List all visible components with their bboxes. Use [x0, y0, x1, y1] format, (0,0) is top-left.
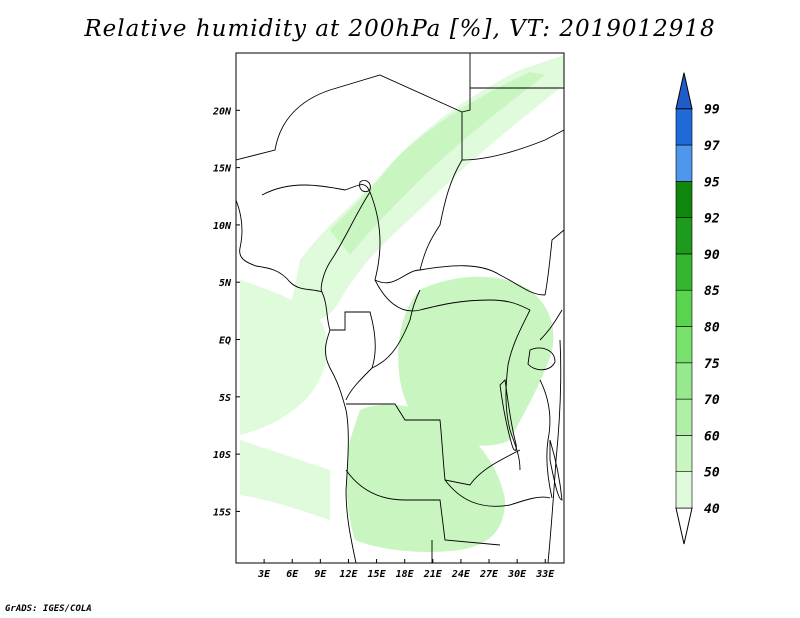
colorbar-label: 70	[704, 393, 720, 408]
colorbar: 40 50 60 70 75 80 85 90 92 95 97 99	[675, 72, 720, 545]
country-borders	[236, 53, 564, 563]
border-kenya	[539, 309, 563, 341]
border-drc-north	[374, 279, 531, 312]
x-tick-label: 18E	[396, 569, 415, 580]
y-tick-label: 15N	[213, 164, 232, 175]
coastline-west-africa	[236, 199, 357, 563]
humidity-band-sahel	[290, 55, 564, 321]
border-zambia	[444, 479, 551, 507]
border-drc-west	[371, 289, 421, 369]
humidity-band-sahel-inner	[330, 72, 545, 255]
border-east-drc	[505, 309, 531, 471]
humidity-patch-angola	[346, 404, 505, 552]
humidity-shading	[240, 55, 564, 552]
y-tick-label: 5N	[219, 278, 232, 289]
y-axis: 20N 15N 10N 5N EQ 5S 10S 15S	[212, 106, 240, 518]
y-tick-label: 5S	[219, 393, 231, 404]
colorbar-label: 99	[704, 103, 720, 118]
border-ssudan	[544, 229, 564, 296]
colorbar-segment	[675, 471, 693, 509]
colorbar-label: 97	[704, 139, 720, 154]
x-tick-label: 30E	[507, 569, 527, 580]
lake-victoria	[527, 347, 556, 371]
lake-tanganyika	[499, 379, 517, 451]
border-angola	[345, 469, 501, 546]
colorbar-segment	[675, 253, 693, 291]
x-tick-label: 6E	[286, 569, 299, 580]
humidity-patch-central	[398, 276, 554, 446]
colorbar-bottom-arrow	[675, 507, 693, 545]
x-axis: 3E 6E 9E 12E 15E 18E 21E 24E 27E 30E 33E	[257, 559, 555, 580]
x-tick-label: 9E	[314, 569, 327, 580]
x-tick-label: 27E	[479, 569, 499, 580]
y-tick-label: 10S	[213, 450, 231, 461]
x-tick-label: 33E	[535, 569, 555, 580]
x-tick-label: 24E	[451, 569, 471, 580]
border-chad-sudan	[419, 112, 463, 271]
colorbar-label: 50	[704, 466, 720, 481]
y-tick-label: EQ	[219, 336, 231, 347]
border-drc-south	[346, 403, 521, 486]
colorbar-label: 60	[704, 429, 720, 444]
colorbar-label: 80	[704, 321, 720, 336]
colorbar-label: 92	[704, 212, 720, 227]
grads-credit: GrADS: IGES/COLA	[5, 604, 92, 614]
colorbar-label: 85	[704, 284, 720, 299]
humidity-patch-southwest	[240, 440, 330, 520]
y-tick-label: 20N	[212, 106, 232, 117]
colorbar-label: 90	[704, 248, 720, 263]
map-title: Relative humidity at 200hPa [%], VT: 201…	[84, 16, 716, 42]
colorbar-segment	[675, 108, 693, 146]
x-tick-label: 15E	[368, 569, 387, 580]
lake-malawi	[549, 439, 563, 501]
colorbar-label: 95	[704, 175, 720, 190]
x-tick-label: 12E	[339, 569, 358, 580]
plot-frame	[235, 52, 565, 564]
border-car	[419, 265, 546, 296]
colorbar-segment	[675, 362, 693, 400]
y-tick-label: 10N	[213, 221, 232, 232]
border-tanzania	[539, 379, 553, 499]
colorbar-segment	[675, 289, 693, 327]
colorbar-segment	[675, 326, 693, 364]
border-north-1	[461, 53, 471, 113]
colorbar-segment	[675, 217, 693, 255]
border-cameroon	[320, 191, 371, 293]
x-tick-label: 21E	[423, 569, 443, 580]
border-congo	[330, 311, 376, 401]
border-niger-nigeria	[261, 184, 371, 196]
colorbar-segment	[675, 144, 693, 182]
border-algeria-niger	[236, 74, 463, 161]
colorbar-segment	[675, 181, 693, 218]
coastline-east-africa	[547, 339, 562, 563]
x-tick-label: 3E	[257, 569, 271, 580]
humidity-patch-guinea	[240, 280, 328, 435]
colorbar-label: 40	[704, 502, 720, 517]
border-sudan-ethiopia	[461, 129, 564, 161]
colorbar-top-arrow	[675, 72, 693, 110]
border-chad	[369, 191, 421, 284]
colorbar-label: 75	[704, 357, 720, 372]
colorbar-segment	[675, 398, 693, 436]
y-tick-label: 15S	[213, 507, 231, 518]
lake-chad	[359, 179, 371, 193]
colorbar-segment	[675, 435, 693, 472]
